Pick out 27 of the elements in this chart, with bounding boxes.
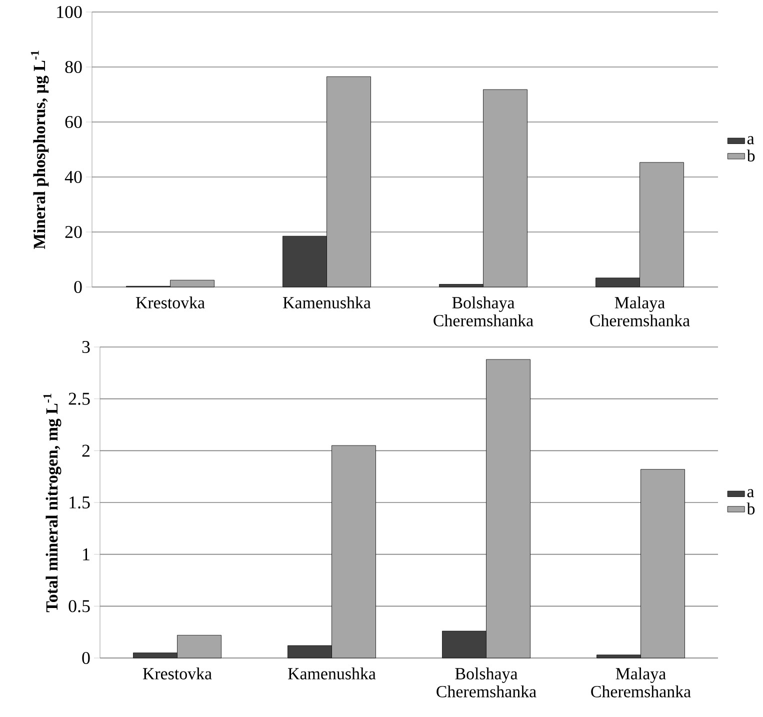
y-tick-label: 80: [65, 60, 82, 74]
y-tick-label: 100: [57, 6, 82, 18]
y-tick-label: 40: [64, 170, 82, 184]
x-tick-label: Bolshaya Cheremshanka: [434, 296, 534, 326]
x-tick-label: Kamenushka: [283, 296, 371, 308]
y-tick-label: 1: [83, 548, 90, 560]
x-tick-label: Malaya Cheremshanka: [591, 668, 691, 698]
x-tick-label: Krestovka: [142, 668, 212, 680]
y-tick-label: 20: [65, 226, 82, 238]
y-tick-label: 60: [65, 116, 82, 128]
legend-label: b: [746, 150, 755, 162]
x-tick-label: Bolshaya Cheremshanka: [436, 668, 536, 698]
y-tick-label: 3: [82, 340, 90, 354]
x-tick-label: Krestovka: [136, 296, 205, 308]
y-tick-label: 2: [82, 444, 90, 457]
legend-label: a: [747, 136, 754, 144]
y-axis-title: Mineral phosphorus, μg L$^{-1}$: [30, 50, 49, 250]
x-tick-label: Malaya Cheremshanka: [590, 296, 690, 326]
y-axis-title: Total mineral nitrogen, mg L$^{-1}$: [43, 394, 62, 612]
y-tick-label: 0: [74, 280, 82, 294]
y-tick-label: 0.5: [68, 600, 90, 612]
legend-label: a: [747, 489, 754, 498]
y-tick-label: 2.5: [68, 392, 90, 405]
legend-label: b: [746, 502, 755, 515]
y-tick-label: 0: [82, 652, 90, 664]
y-tick-label: 1.5: [70, 496, 90, 509]
x-tick-label: Kamenushka: [288, 668, 376, 680]
